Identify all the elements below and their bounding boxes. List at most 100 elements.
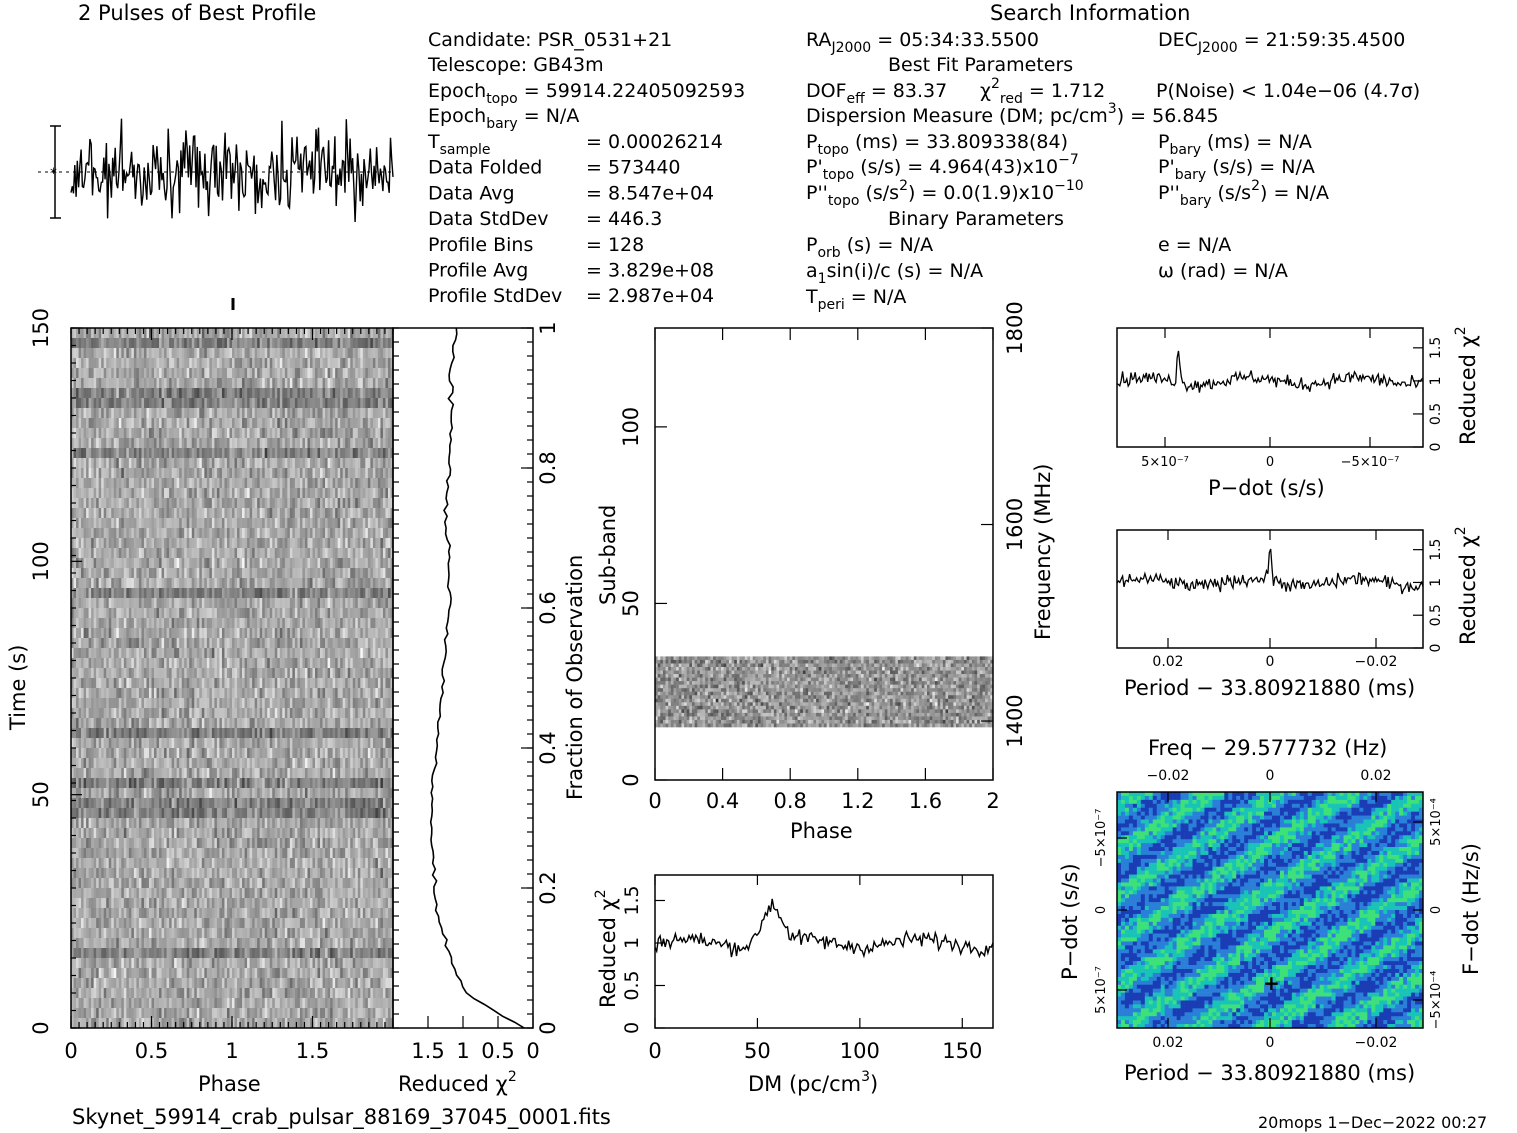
time-phase-cell [209, 688, 213, 699]
time-phase-cell [299, 588, 303, 599]
time-phase-cell [103, 678, 107, 689]
time-phase-cell [148, 378, 152, 389]
time-phase-cell [113, 688, 117, 699]
time-phase-cell [367, 498, 371, 509]
time-phase-cell [131, 578, 135, 589]
time-phase-cell [372, 578, 376, 589]
time-phase-cell [309, 518, 313, 529]
time-phase-cell [229, 408, 233, 419]
time-phase-cell [121, 708, 125, 719]
time-phase-cell [211, 618, 215, 629]
time-phase-cell [309, 648, 313, 659]
time-phase-cell [382, 508, 386, 519]
time-phase-cell [176, 338, 180, 349]
time-phase-cell [267, 708, 271, 719]
time-phase-cell [194, 648, 198, 659]
time-phase-cell [277, 388, 281, 399]
time-phase-cell [143, 668, 147, 679]
best-fit-title: Best Fit Parameters [888, 54, 1073, 76]
time-phase-cell [93, 488, 97, 499]
time-phase-cell [262, 528, 266, 539]
time-phase-cell [111, 428, 115, 439]
time-phase-cell [164, 388, 167, 399]
time-phase-cell [86, 418, 89, 429]
time-phase-cell [98, 598, 102, 609]
time-phase-cell [214, 338, 218, 349]
time-phase-cell [352, 688, 356, 699]
time-phase-cell [224, 498, 228, 509]
time-phase-cell [91, 328, 94, 339]
time-phase-cell [216, 508, 220, 519]
time-phase-cell [98, 698, 102, 709]
time-phase-cell [357, 518, 361, 529]
time-phase-cell [143, 608, 147, 619]
time-phase-cell [332, 398, 336, 409]
time-phase-cell [259, 508, 263, 519]
time-phase-cell [161, 598, 165, 609]
time-phase-cell [174, 698, 177, 709]
time-phase-cell [357, 378, 361, 389]
time-phase-cell [101, 338, 105, 349]
time-phase-cell [342, 638, 346, 649]
time-phase-cell [307, 428, 311, 439]
time-phase-cell [269, 398, 273, 409]
time-phase-cell [91, 468, 94, 479]
time-phase-cell [234, 418, 238, 429]
time-phase-cell [322, 468, 326, 479]
time-phase-cell [345, 368, 349, 379]
time-phase-cell [297, 338, 301, 349]
time-phase-cell [340, 658, 343, 669]
time-phase-cell [274, 688, 278, 699]
time-phase-cell [101, 408, 105, 419]
time-phase-cell [106, 328, 110, 339]
time-phase-cell [284, 668, 288, 679]
time-phase-cell [201, 338, 205, 349]
time-phase-cell [186, 428, 190, 439]
time-phase-cell [249, 678, 253, 689]
time-phase-cell [169, 458, 172, 469]
time-phase-cell [335, 618, 338, 629]
time-phase-cell [294, 678, 298, 689]
time-phase-cell [186, 668, 190, 679]
time-phase-cell [91, 458, 94, 469]
time-phase-cell [76, 698, 79, 709]
time-phase-cell [247, 458, 250, 469]
time-phase-cell [377, 658, 381, 669]
time-phase-cell [138, 618, 142, 629]
time-phase-cell [204, 568, 208, 579]
time-phase-cell [289, 488, 293, 499]
time-phase-cell [252, 438, 255, 449]
time-phase-cell [269, 518, 273, 529]
time-phase-cell [274, 648, 278, 659]
time-phase-cell [138, 648, 142, 659]
time-phase-cell [377, 688, 381, 699]
time-phase-cell [262, 558, 266, 569]
time-phase-cell [247, 548, 250, 559]
time-phase-cell [340, 428, 343, 439]
time-phase-cell [242, 378, 245, 389]
time-phase-cell [292, 488, 296, 499]
time-phase-cell [377, 538, 381, 549]
time-phase-cell [76, 488, 79, 499]
time-phase-cell [242, 658, 245, 669]
time-phase-cell [73, 348, 77, 359]
time-phase-cell [194, 358, 198, 369]
time-phase-cell [387, 608, 391, 619]
time-phase-cell [229, 598, 233, 609]
time-phase-cell [322, 678, 326, 689]
time-phase-cell [317, 638, 321, 649]
time-phase-cell [113, 518, 117, 529]
time-phase-cell [103, 348, 107, 359]
time-phase-cell [279, 368, 283, 379]
time-phase-cell [229, 388, 233, 399]
time-phase-cell [269, 628, 273, 639]
time-phase-cell [242, 328, 245, 339]
time-phase-cell [196, 338, 200, 349]
time-phase-cell [191, 498, 195, 509]
time-phase-cell [239, 528, 243, 539]
time-phase-cell [96, 598, 99, 609]
time-phase-cell [340, 558, 343, 569]
time-phase-cell [111, 628, 115, 639]
time-phase-cell [133, 528, 137, 539]
time-phase-cell [365, 438, 369, 449]
